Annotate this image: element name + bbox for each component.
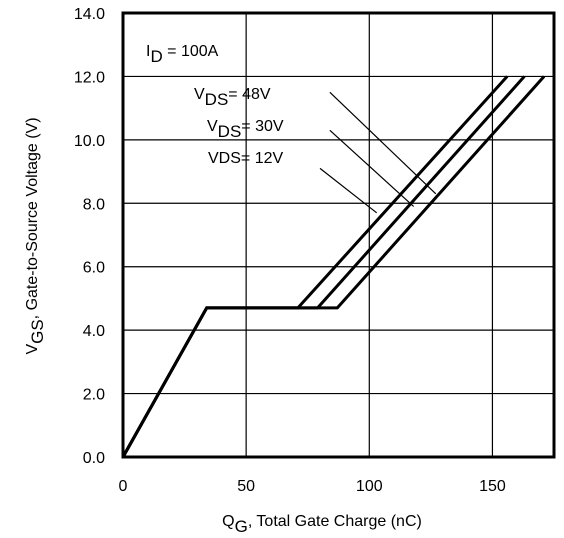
y-tick-label: 10.0 xyxy=(74,133,105,150)
series-line-2 xyxy=(121,75,509,458)
y-tick-label: 12.0 xyxy=(74,69,105,86)
y-tick-labels: 0.0 2.0 4.0 6.0 8.0 10.0 12.0 14.0 xyxy=(74,6,105,467)
condition-label: ID = 100A xyxy=(146,43,219,66)
y-axis-title: VGS, Gate-to-Source Voltage (V) xyxy=(24,117,47,354)
label-leader-1 xyxy=(329,129,415,207)
y-tick-label: 8.0 xyxy=(83,196,105,213)
y-tick-label: 14.0 xyxy=(74,6,105,23)
series-lines xyxy=(121,75,546,458)
y-tick-label: 2.0 xyxy=(83,387,105,404)
x-tick-label: 100 xyxy=(356,478,383,495)
x-axis-title: QG, Total Gate Charge (nC) xyxy=(222,513,422,536)
label-leader-0 xyxy=(329,91,437,195)
series-label-48v: VDS= 48V xyxy=(194,86,271,109)
plot-frame xyxy=(121,11,556,459)
label-leader-2 xyxy=(319,167,378,214)
x-tick-label: 50 xyxy=(237,478,255,495)
y-tick-label: 0.0 xyxy=(83,450,105,467)
series-label-12v: VDS= 12V xyxy=(208,150,283,167)
x-tick-labels: 0 50 100 150 xyxy=(119,478,506,495)
x-tick-label: 150 xyxy=(479,478,506,495)
series-label-30v: VDS= 30V xyxy=(207,118,284,141)
label-leaders xyxy=(319,91,437,214)
y-tick-label: 4.0 xyxy=(83,323,105,340)
x-tick-label: 0 xyxy=(119,478,128,495)
grid xyxy=(123,13,554,457)
y-tick-label: 6.0 xyxy=(83,260,105,277)
